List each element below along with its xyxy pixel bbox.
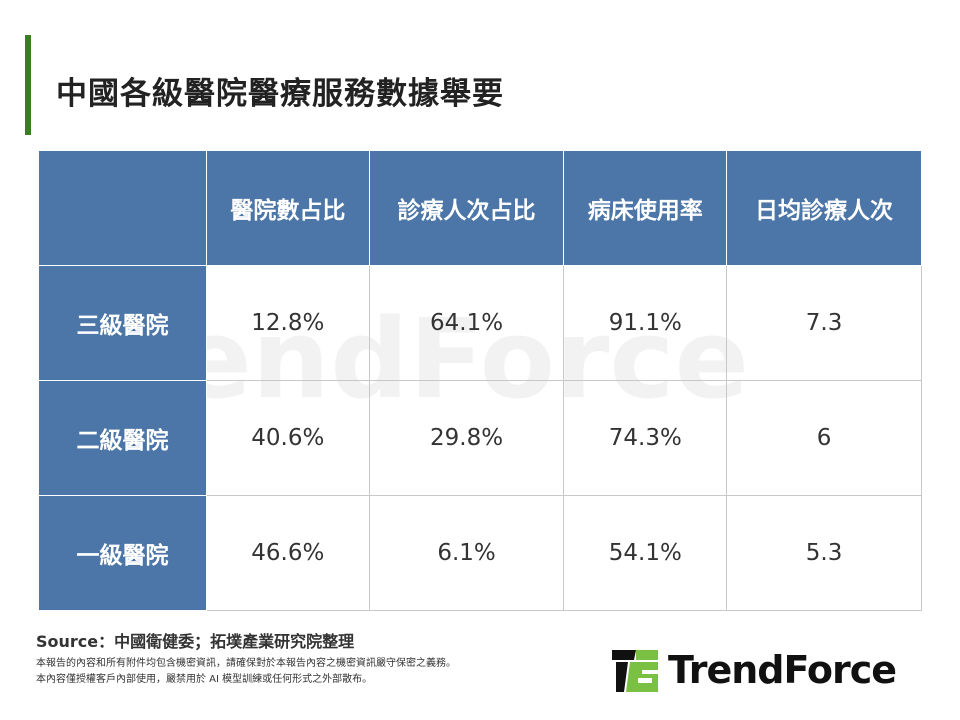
table-cell: 64.1% — [368, 265, 565, 381]
table-row: 三級醫院 12.8% 64.1% 91.1% 7.3 — [38, 265, 922, 381]
page-title: 中國各級醫院醫療服務數據舉要 — [56, 76, 504, 112]
logo-text: TrendForce — [668, 648, 897, 692]
column-header: 診療人次占比 — [368, 150, 565, 266]
table-row: 一級醫院 46.6% 6.1% 54.1% 5.3 — [38, 495, 922, 611]
table-cell: 7.3 — [726, 265, 922, 381]
data-table: 醫院數占比 診療人次占比 病床使用率 日均診療人次 三級醫院 12.8% 64.… — [38, 150, 922, 611]
table-header-row: 醫院數占比 診療人次占比 病床使用率 日均診療人次 — [38, 150, 922, 266]
source-text: Source：中國衛健委；拓墣產業研究院整理 — [36, 632, 355, 651]
trendforce-logo-icon — [612, 650, 658, 692]
trendforce-logo: TrendForce — [612, 648, 897, 692]
table-row: 二級醫院 40.6% 29.8% 74.3% 6 — [38, 380, 922, 496]
table-cell: 6 — [726, 380, 922, 496]
row-header: 三級醫院 — [38, 265, 207, 381]
column-header: 病床使用率 — [563, 150, 728, 266]
disclaimer: 本報告的內容和所有附件均包含機密資訊，請確保對於本報告內容之機密資訊嚴守保密之義… — [36, 656, 456, 688]
table-cell: 54.1% — [563, 495, 728, 611]
row-header: 二級醫院 — [38, 380, 207, 496]
table-cell: 5.3 — [726, 495, 922, 611]
disclaimer-line: 本內容僅授權客戶內部使用，嚴禁用於 AI 模型訓練或任何形式之外部散布。 — [36, 674, 373, 685]
row-header: 一級醫院 — [38, 495, 207, 611]
column-header: 醫院數占比 — [206, 150, 370, 266]
disclaimer-line: 本報告的內容和所有附件均包含機密資訊，請確保對於本報告內容之機密資訊嚴守保密之義… — [36, 658, 456, 669]
table-cell: 6.1% — [368, 495, 565, 611]
table-cell: 46.6% — [206, 495, 370, 611]
table-cell: 40.6% — [206, 380, 370, 496]
table-cell: 12.8% — [206, 265, 370, 381]
table-cell: 91.1% — [563, 265, 728, 381]
title-accent-bar — [25, 35, 31, 135]
corner-cell — [38, 150, 207, 266]
table-cell: 29.8% — [368, 380, 565, 496]
column-header: 日均診療人次 — [726, 150, 922, 266]
table-cell: 74.3% — [563, 380, 728, 496]
